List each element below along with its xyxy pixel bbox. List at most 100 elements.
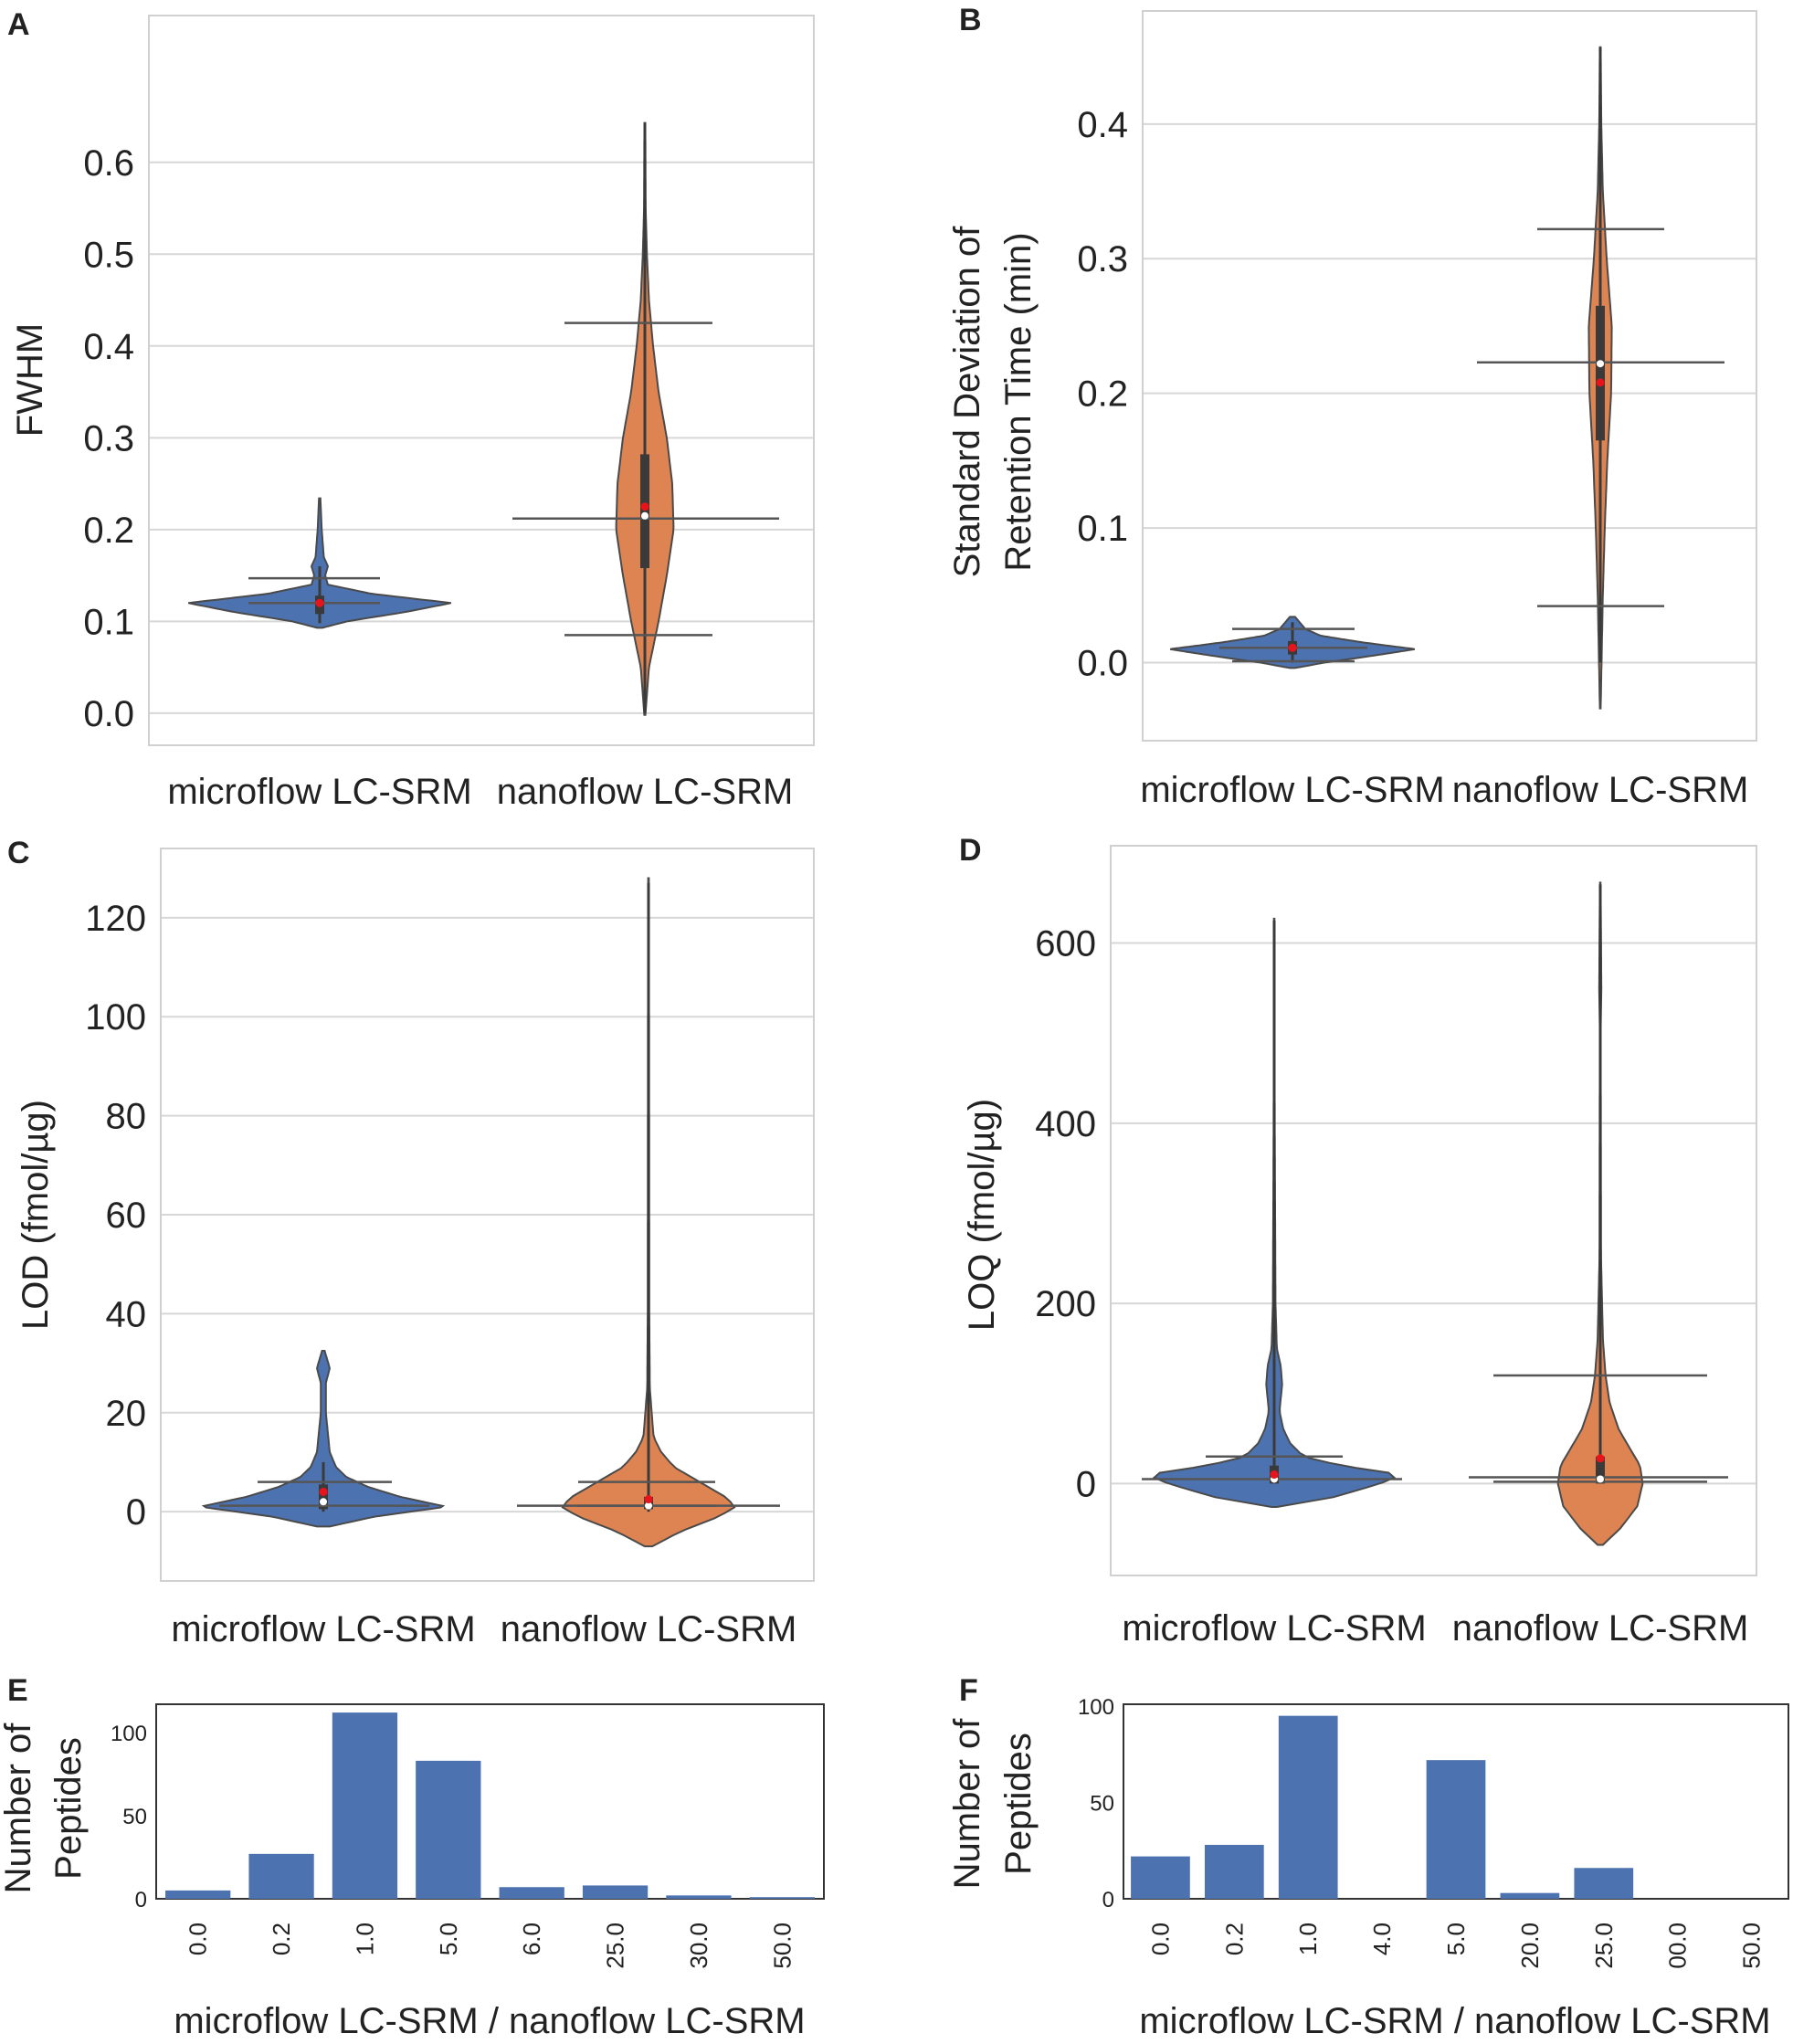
panel-b: 0.0 0.1 0.2 0.3 0.4 microflow LC-SRM nanoflow … bbox=[947, 3, 1757, 810]
bar bbox=[416, 1760, 481, 1899]
plot-frame bbox=[160, 848, 815, 1582]
plot-frame bbox=[1110, 845, 1757, 1576]
y-axis-label: FWHM bbox=[10, 323, 50, 437]
y-axis-label: Peptides bbox=[48, 1737, 89, 1880]
violin-microflow bbox=[187, 497, 452, 629]
panel-d: 0 200 400 600 microflow LC-SRM nanoflow LC-SR… bbox=[959, 833, 1757, 1649]
mean-marker bbox=[319, 1487, 328, 1496]
median-marker bbox=[1597, 1475, 1604, 1483]
x-tick-label: 30.0 bbox=[685, 1923, 712, 1969]
y-axis-label: LOD (fmol/µg) bbox=[16, 1100, 56, 1330]
x-tick-label: 0.0 bbox=[1146, 1923, 1174, 1955]
x-tick-label: 0.2 bbox=[1220, 1923, 1248, 1955]
x-axis-label: microflow LC-SRM / nanoflow LC-SRM bbox=[1139, 2001, 1770, 2041]
mean-marker bbox=[1288, 643, 1297, 652]
panel-letter: A bbox=[7, 7, 30, 42]
bar bbox=[332, 1712, 398, 1899]
mean-marker bbox=[1270, 1470, 1279, 1480]
y-tick-label: 0.0 bbox=[1077, 643, 1128, 683]
bar bbox=[1204, 1844, 1264, 1899]
y-tick-label: 0.1 bbox=[83, 602, 134, 642]
violin-box bbox=[1596, 305, 1605, 441]
plot-frame bbox=[1142, 10, 1757, 742]
median-marker bbox=[645, 1501, 652, 1510]
bar bbox=[1426, 1760, 1486, 1899]
median-marker bbox=[320, 1498, 327, 1506]
mean-marker bbox=[1596, 1454, 1605, 1463]
y-tick-label: 0 bbox=[126, 1492, 146, 1533]
x-tick-label: 25.0 bbox=[602, 1923, 629, 1969]
y-tick-label: 0.5 bbox=[83, 235, 134, 275]
panel-letter: C bbox=[7, 836, 30, 870]
bar bbox=[165, 1890, 231, 1899]
mean-marker bbox=[640, 502, 649, 511]
x-category-label: microflow LC-SRM bbox=[171, 1609, 475, 1649]
y-tick-label: 0 bbox=[1076, 1464, 1096, 1504]
y-tick-label: 80 bbox=[106, 1097, 147, 1137]
panel-letter: D bbox=[959, 833, 982, 868]
mean-marker bbox=[315, 598, 324, 607]
y-axis-label: LOQ (fmol/µg) bbox=[962, 1099, 1002, 1331]
x-tick-label: 6.0 bbox=[518, 1923, 545, 1955]
x-tick-label: 20.0 bbox=[1516, 1923, 1544, 1969]
y-axis-label: Peptides bbox=[998, 1733, 1039, 1875]
y-axis-label: Retention Time (min) bbox=[998, 232, 1039, 571]
median-marker bbox=[1597, 360, 1604, 368]
y-tick-label: 0.2 bbox=[1077, 374, 1128, 415]
panel-letter: F bbox=[959, 1673, 978, 1708]
y-tick-label: 100 bbox=[111, 1722, 147, 1746]
bar bbox=[1131, 1856, 1190, 1899]
panel-c: 0 20 40 60 80 100 120 microflow LC-SRM nanoflow … bbox=[7, 836, 815, 1649]
y-tick-label: 0.3 bbox=[1077, 239, 1128, 279]
y-tick-label: 600 bbox=[1035, 924, 1096, 964]
y-tick-label: 40 bbox=[106, 1294, 147, 1334]
y-tick-label: 60 bbox=[106, 1196, 147, 1236]
x-axis-label: microflow LC-SRM / nanoflow LC-SRM bbox=[174, 2001, 805, 2041]
x-tick-label: 0.0 bbox=[185, 1923, 212, 1955]
x-tick-label: 1.0 bbox=[1294, 1923, 1322, 1955]
bar bbox=[666, 1895, 732, 1899]
y-tick-label: 100 bbox=[1078, 1695, 1114, 1720]
x-category-label: microflow LC-SRM bbox=[1140, 770, 1444, 810]
y-tick-label: 0.3 bbox=[83, 418, 134, 458]
violin-box bbox=[319, 1484, 328, 1510]
y-tick-label: 0 bbox=[1102, 1888, 1114, 1912]
y-tick-label: 0 bbox=[135, 1888, 147, 1912]
x-tick-label: 4.0 bbox=[1368, 1923, 1396, 1955]
x-tick-label: 1.0 bbox=[351, 1923, 378, 1955]
x-tick-label: 5.0 bbox=[1442, 1923, 1470, 1955]
bar bbox=[248, 1853, 314, 1899]
x-category-label: nanoflow LC-SRM bbox=[1452, 1608, 1749, 1649]
violin-microflow bbox=[201, 1350, 446, 1528]
panel-f: 0 50 100 0.0 0.2 1.0 4.0 5.0 20.0 25.0 00.0 50.0 F Nu… bbox=[947, 1673, 1789, 2041]
x-category-label: microflow LC-SRM bbox=[1122, 1608, 1426, 1649]
y-tick-label: 0.1 bbox=[1077, 509, 1128, 549]
x-category-label: nanoflow LC-SRM bbox=[501, 1609, 797, 1649]
bar bbox=[1278, 1715, 1338, 1899]
y-tick-label: 20 bbox=[106, 1394, 147, 1434]
x-category-label: nanoflow LC-SRM bbox=[497, 772, 794, 812]
bar bbox=[582, 1885, 649, 1899]
x-tick-label: 50.0 bbox=[768, 1923, 796, 1969]
y-tick-label: 200 bbox=[1035, 1284, 1096, 1324]
x-tick-label: 5.0 bbox=[435, 1923, 462, 1955]
y-tick-label: 0.2 bbox=[83, 511, 134, 551]
y-axis-label: Standard Deviation of bbox=[947, 226, 987, 578]
x-tick-label: 0.2 bbox=[268, 1923, 295, 1955]
panel-e: 0 50 100 0.0 0.2 1.0 5.0 6.0 25.0 30.0 50.0 E Number… bbox=[0, 1673, 825, 2041]
bar bbox=[1500, 1892, 1560, 1899]
panel-letter: E bbox=[7, 1673, 28, 1708]
x-tick-label: 50.0 bbox=[1738, 1923, 1766, 1969]
y-tick-label: 400 bbox=[1035, 1104, 1096, 1144]
median-marker bbox=[641, 511, 649, 520]
plot-frame bbox=[148, 15, 815, 746]
bar bbox=[499, 1887, 564, 1899]
panel-a: 0.0 0.1 0.2 0.3 0.4 0.5 0.6 microflow LC-SRM nan… bbox=[7, 7, 815, 812]
violin-box bbox=[1596, 1456, 1605, 1484]
y-tick-label: 0.4 bbox=[83, 327, 134, 367]
x-tick-label: 00.0 bbox=[1664, 1923, 1692, 1969]
x-tick-label: 25.0 bbox=[1590, 1923, 1618, 1969]
y-axis-label: Number of bbox=[0, 1723, 38, 1894]
x-category-label: microflow LC-SRM bbox=[167, 772, 471, 812]
